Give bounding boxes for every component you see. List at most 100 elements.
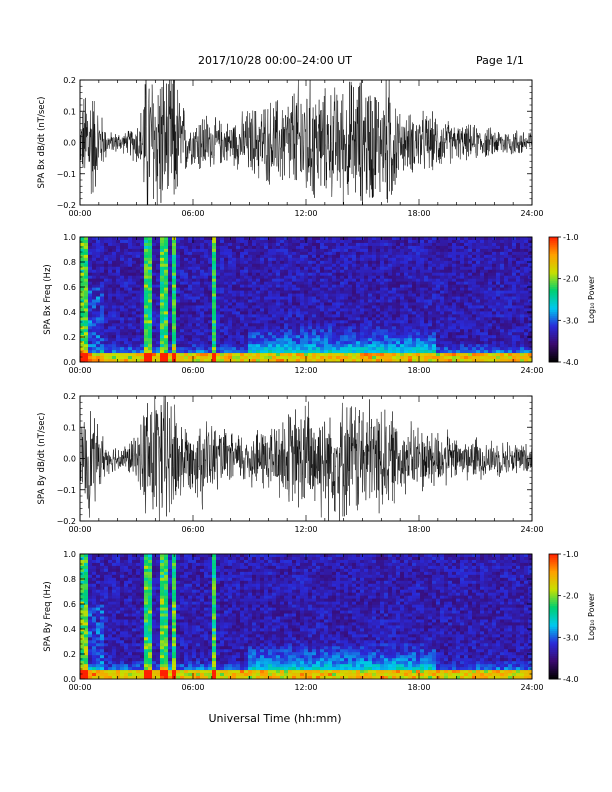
bx-spectrogram-cell (296, 344, 301, 348)
bx-spectrogram-cell (428, 356, 433, 360)
bx-spectrogram-cell (436, 329, 441, 333)
bx-spectrogram-cell (172, 284, 177, 288)
bx-spectrogram-cell (476, 296, 481, 300)
bx-spectrogram-cell (392, 251, 397, 256)
bx-spectrogram-cell (240, 299, 245, 303)
bx-spectrogram-cell (108, 296, 113, 300)
bx-spectrogram-cell (108, 356, 113, 360)
bx-spectrogram-cell (456, 353, 461, 357)
bx-spectrogram-cell (512, 350, 517, 354)
bx-spectrogram-cell (216, 260, 221, 265)
bx-spectrogram-cell (464, 299, 469, 303)
bx-spectrogram-cell (204, 311, 209, 315)
bx-spectrogram-cell (464, 293, 469, 297)
bx-spectrogram-cell (284, 323, 289, 327)
bx-spectrogram-cell (144, 237, 149, 241)
bx-spectrogram-cell (516, 356, 521, 360)
bx-spectrogram-cell (444, 335, 449, 339)
bx-spectrogram-cell (268, 284, 273, 288)
bx-spectrogram-cell (520, 314, 525, 318)
bx-spectrogram-cell (520, 275, 525, 279)
bx-spectrogram-cell (500, 314, 505, 318)
bx-spectrogram-cell (528, 332, 532, 336)
bx-spectrogram-cell (504, 335, 509, 339)
bx-spectrogram-cell (124, 344, 129, 348)
bx-spectrogram-cell (340, 278, 345, 282)
bx-spectrogram-cell (356, 245, 361, 250)
bx-spectrogram-cell (484, 338, 489, 342)
bx-spectrogram-cell (288, 284, 293, 288)
bx-spectrogram-cell (148, 263, 153, 268)
bx-spectrogram-cell (216, 335, 221, 339)
bx-spectrogram-cell (404, 314, 409, 318)
bx-spectrogram-cell (136, 332, 141, 336)
bx-spectrogram-cell (508, 281, 513, 285)
bx-spectrogram-cell (364, 251, 369, 256)
bx-spectrogram-cell (348, 305, 353, 309)
bx-spectrogram-cell (464, 347, 469, 351)
bx-spectrogram-cell (280, 242, 285, 247)
bx-spectrogram-cell (224, 293, 229, 297)
bx-spectrogram-cell (292, 350, 297, 354)
bx-spectrogram-cell (268, 275, 273, 279)
bx-spectrogram-cell (316, 284, 321, 288)
bx-spectrogram-cell (224, 323, 229, 327)
bx-spectrogram-cell (380, 237, 385, 241)
bx-spectrogram-cell (464, 320, 469, 324)
bx-spectrogram-cell (96, 329, 101, 333)
bx-spectrogram-cell (336, 263, 341, 268)
bx-spectrogram-cell (224, 296, 229, 300)
bx-spectrogram-cell (436, 257, 441, 262)
bx-spectrogram-cell (348, 302, 353, 306)
bx-spectrogram-cell (508, 284, 513, 288)
bx-spectrogram-cell (140, 347, 145, 351)
bx-spectrogram-cell (276, 323, 281, 327)
bx-spectrogram-cell (300, 299, 305, 303)
bx-spectrogram-cell (400, 287, 405, 291)
bx-spectrogram-cell (256, 353, 261, 357)
bx-spectrogram-cell (104, 356, 109, 360)
bx-spectrogram-cell (336, 257, 341, 262)
bx-spectrogram-cell (408, 314, 413, 318)
bx-spectrogram-cell (320, 356, 325, 360)
bx-spectrogram-cell (196, 275, 201, 279)
bx-spectrogram-cell (280, 335, 285, 339)
bx-spectrogram-cell (332, 335, 337, 339)
bx-spectrogram-cell (180, 239, 185, 244)
bx-spectrogram-cell (232, 272, 237, 276)
bx-spectrogram-cell (136, 341, 141, 345)
bx-spectrogram-cell (496, 296, 501, 300)
bx-spectrogram-cell (300, 305, 305, 309)
bx-spectrogram-cell (508, 323, 513, 327)
bx-spectrogram-cell (224, 320, 229, 324)
bx-spectrogram-cell (188, 293, 193, 297)
bx-spectrogram-cell (80, 299, 85, 303)
bx-spectrogram-cell (116, 272, 121, 276)
xtick-label: 18:00 (407, 209, 430, 218)
bx-spectrogram-cell (260, 237, 265, 241)
bx-spectrogram-cell (152, 237, 157, 241)
bx-spectrogram-cell (444, 257, 449, 262)
bx-spectrogram-cell (192, 254, 197, 259)
bx-spectrogram-cell (280, 350, 285, 354)
bx-spectrogram-cell (184, 281, 189, 285)
bx-spectrogram-cell (128, 272, 133, 276)
bx-spectrogram-cell (100, 314, 105, 318)
bx-spectrogram-cell (112, 248, 117, 253)
bx-spectrogram-cell (280, 287, 285, 291)
bx-spectrogram-cell (340, 269, 345, 274)
bx-spectrogram-cell (328, 308, 333, 312)
bx-spectrogram-cell (392, 302, 397, 306)
bx-spectrogram-cell (128, 350, 133, 354)
bx-spectrogram-cell (448, 266, 453, 271)
bx-spectrogram-cell (320, 341, 325, 345)
bx-spectrogram-cell (364, 305, 369, 309)
bx-spectrogram-cell (344, 356, 349, 360)
bx-spectrogram-cell (276, 248, 281, 253)
bx-spectrogram-cell (512, 287, 517, 291)
bx-spectrogram-cell (184, 266, 189, 271)
bx-spectrogram-cell (324, 263, 329, 268)
bx-spectrogram-cell (332, 239, 337, 244)
bx-spectrogram-cell (288, 269, 293, 274)
bx-spectrogram-cell (192, 272, 197, 276)
